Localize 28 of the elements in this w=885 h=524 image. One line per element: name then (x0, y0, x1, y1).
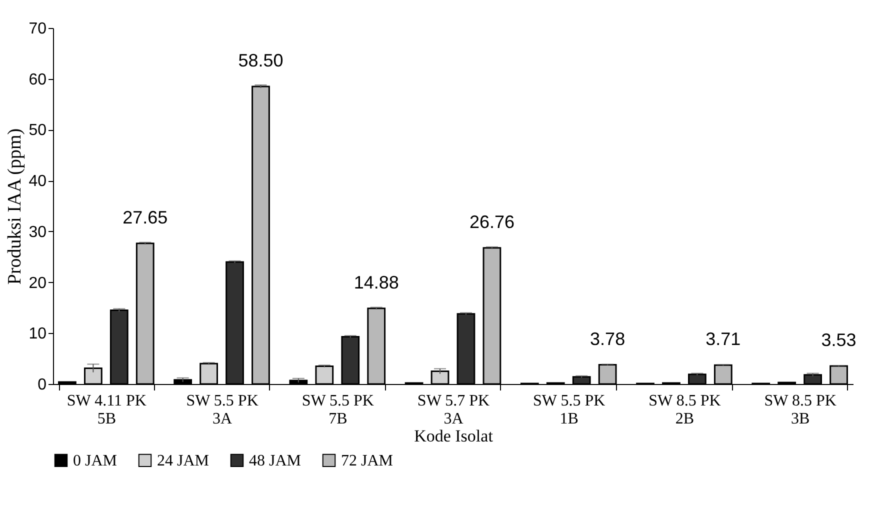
y-tick-label: 20 (28, 274, 47, 292)
y-tick-label: 10 (28, 326, 47, 343)
legend-label: 0 JAM (73, 452, 118, 470)
y-tick-label: 40 (28, 173, 47, 190)
data-label: 26.76 (469, 212, 514, 232)
legend-label: 24 JAM (157, 452, 210, 470)
x-tick-label: SW 5.5 PK 3A (186, 392, 259, 428)
data-label: 27.65 (122, 207, 168, 228)
legend-label: 72 JAM (341, 452, 394, 470)
y-tick-label: 70 (28, 20, 47, 38)
data-label: 3.71 (706, 329, 741, 350)
legend-label: 48 JAM (249, 452, 302, 470)
x-tick-label: SW 5.5 PK 1B (533, 392, 606, 428)
data-label: 3.78 (590, 328, 626, 349)
x-tick-label: SW 5.7 PK 3A (417, 392, 490, 428)
y-tick-label: 50 (28, 122, 47, 140)
x-tick-label: SW 4.11 PK 5B (66, 392, 147, 428)
y-tick-label: 60 (28, 71, 47, 88)
x-tick-label: SW 8.5 PK 2B (648, 392, 722, 428)
data-label: 3.53 (821, 330, 856, 350)
data-label: 58.50 (238, 50, 284, 70)
x-axis-title: Kode Isolat (414, 426, 494, 446)
y-tick-label: 30 (28, 224, 47, 241)
x-tick-label: SW 8.5 PK 3B (764, 392, 837, 428)
x-tick-label: SW 5.5 PK 7B (302, 392, 374, 428)
y-tick-label: 0 (38, 376, 47, 394)
data-label: 14.88 (354, 272, 399, 292)
y-axis-title: Produksi IAA (ppm) (4, 128, 26, 285)
